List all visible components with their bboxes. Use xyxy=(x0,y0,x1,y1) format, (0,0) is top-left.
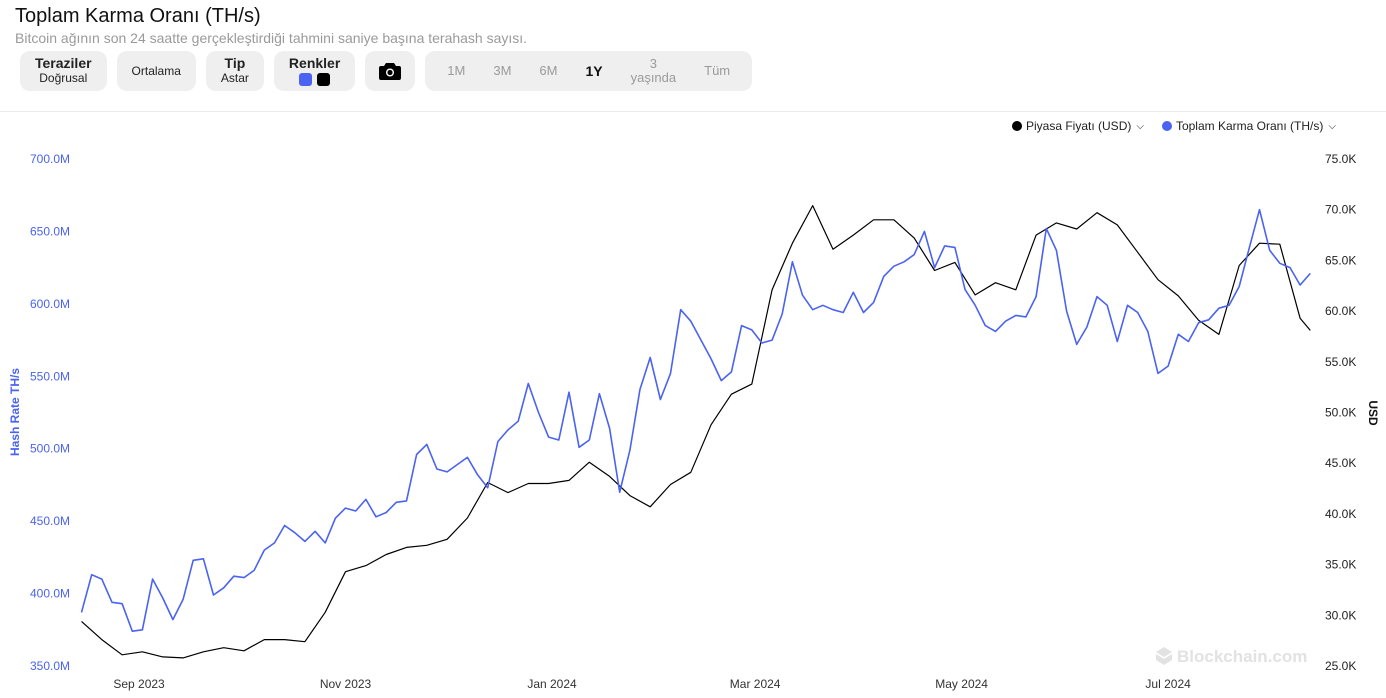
y-left-tick-label: 600.0M xyxy=(30,297,70,311)
type-value: Astar xyxy=(220,71,249,85)
svg-text:Blockchain.com: Blockchain.com xyxy=(1177,647,1307,666)
range-option-tüm[interactable]: Tüm xyxy=(704,63,731,78)
chart-toolbar: Teraziler Doğrusal Ortalama Tip Astar Re… xyxy=(20,51,753,91)
x-tick-label: Nov 2023 xyxy=(320,677,372,691)
scales-button[interactable]: Teraziler Doğrusal xyxy=(20,51,107,91)
y-left-axis-title: Hash Rate TH/s xyxy=(8,368,22,456)
y-left-tick-label: 650.0M xyxy=(30,224,70,238)
y-right-axis-title: USD xyxy=(1366,400,1380,426)
y-left-tick-label: 450.0M xyxy=(30,514,70,528)
type-label: Tip xyxy=(224,55,246,71)
y-right-tick-label: 35.0K xyxy=(1325,558,1356,572)
y-right-tick-label: 65.0K xyxy=(1325,253,1356,267)
x-tick-label: Mar 2024 xyxy=(730,677,781,691)
y-right-tick-label: 30.0K xyxy=(1325,608,1356,622)
blockchain-watermark: Blockchain.com xyxy=(1156,647,1307,666)
colors-label: Renkler xyxy=(288,55,341,71)
x-tick-label: Jul 2024 xyxy=(1145,677,1191,691)
range-option-3m[interactable]: 3M xyxy=(493,63,512,78)
y-right-tick-label: 70.0K xyxy=(1325,203,1356,217)
page-subtitle: Bitcoin ağının son 24 saatte gerçekleşti… xyxy=(15,30,528,46)
header-divider xyxy=(0,111,1386,112)
y-right-tick-label: 40.0K xyxy=(1325,507,1356,521)
page-title: Toplam Karma Oranı (TH/s) xyxy=(15,5,261,27)
time-range-selector: 1M 3M 6M 1Y 3 yaşında Tüm xyxy=(425,51,753,91)
legend-price-label: Piyasa Fiyatı (USD) xyxy=(1026,119,1132,133)
y-left-tick-label: 500.0M xyxy=(30,442,70,456)
legend-hashrate-dot xyxy=(1161,121,1172,131)
x-tick-label: May 2024 xyxy=(935,677,988,691)
y-right-tick-label: 55.0K xyxy=(1325,355,1356,369)
average-button[interactable]: Ortalama xyxy=(116,51,196,91)
price-color-swatch[interactable] xyxy=(317,73,331,86)
legend-item-hashrate[interactable]: Toplam Karma Oranı (TH/s) ⌵ xyxy=(1161,119,1336,133)
chevron-down-icon[interactable]: ⌵ xyxy=(1136,120,1144,132)
legend-item-price[interactable]: Piyasa Fiyatı (USD) ⌵ xyxy=(1012,119,1144,133)
x-tick-label: Sep 2023 xyxy=(113,677,165,691)
chevron-down-icon[interactable]: ⌵ xyxy=(1328,120,1336,132)
legend-price-dot xyxy=(1012,121,1022,131)
legend-hashrate-label: Toplam Karma Oranı (TH/s) xyxy=(1175,119,1324,133)
colors-button[interactable]: Renkler xyxy=(273,51,356,91)
range-option-1y[interactable]: 1Y xyxy=(585,63,603,79)
hashrate-series-line xyxy=(80,208,1311,632)
hashrate-color-swatch[interactable] xyxy=(299,73,313,86)
y-right-tick-label: 60.0K xyxy=(1325,304,1356,318)
chart-legend: Piyasa Fiyatı (USD) ⌵ Toplam Karma Oranı… xyxy=(1012,119,1336,133)
scales-label: Teraziler xyxy=(35,55,92,71)
range-option-6m[interactable]: 6M xyxy=(539,63,558,78)
average-label: Ortalama xyxy=(131,63,181,78)
y-right-tick-label: 50.0K xyxy=(1325,406,1356,420)
y-right-tick-label: 45.0K xyxy=(1325,456,1356,470)
scales-value: Doğrusal xyxy=(39,71,88,85)
blockchain-logo-icon xyxy=(1156,647,1172,665)
camera-icon xyxy=(379,63,402,80)
price-series-line xyxy=(81,205,1311,659)
y-right-tick-label: 25.0K xyxy=(1325,659,1356,673)
y-left-tick-label: 700.0M xyxy=(30,152,70,166)
screenshot-button[interactable] xyxy=(365,51,416,91)
y-left-tick-label: 350.0M xyxy=(30,659,70,673)
x-tick-label: Jan 2024 xyxy=(527,677,577,691)
y-left-tick-label: 550.0M xyxy=(30,369,70,383)
type-button[interactable]: Tip Astar xyxy=(205,51,264,91)
y-right-tick-label: 75.0K xyxy=(1325,152,1356,166)
y-left-tick-label: 400.0M xyxy=(30,587,70,601)
range-option-1m[interactable]: 1M xyxy=(447,63,466,78)
range-option-3-yaşında[interactable]: 3 yaşında xyxy=(630,56,677,85)
